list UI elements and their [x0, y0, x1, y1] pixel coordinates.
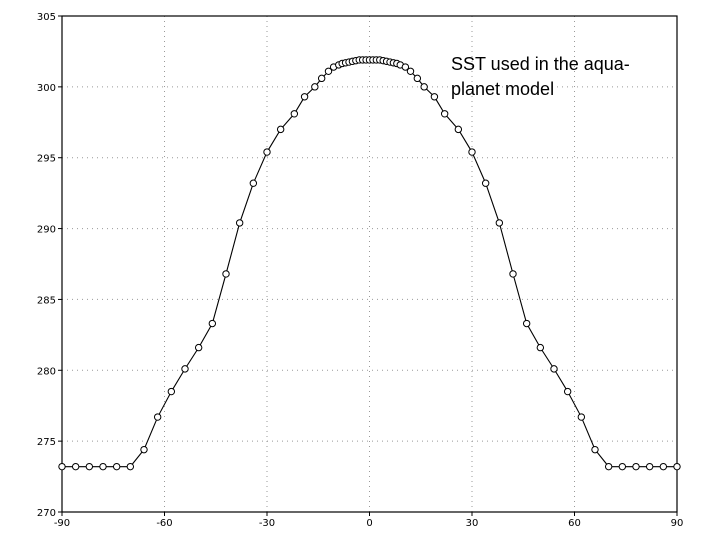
data-point — [632, 462, 640, 471]
data-point — [140, 445, 148, 454]
data-point — [454, 125, 463, 134]
y-tick-label: 280 — [37, 366, 56, 377]
data-point — [324, 67, 333, 75]
y-tick-label: 295 — [37, 154, 56, 165]
data-point — [440, 110, 449, 118]
data-point — [112, 462, 121, 471]
data-point — [263, 148, 271, 156]
data-point — [563, 387, 572, 396]
data-point — [249, 179, 258, 187]
y-tick-label: 290 — [37, 225, 56, 236]
data-point — [153, 413, 162, 421]
data-point — [659, 462, 668, 471]
data-point — [276, 125, 285, 134]
data-point — [591, 445, 599, 454]
data-point — [522, 319, 531, 328]
data-point — [645, 462, 654, 471]
data-point — [509, 270, 517, 278]
data-point — [401, 63, 410, 71]
y-tick-label: 285 — [37, 295, 56, 306]
data-point — [468, 148, 476, 156]
data-point — [181, 365, 189, 373]
data-point — [311, 83, 319, 91]
data-point — [235, 219, 244, 227]
data-point — [430, 93, 439, 101]
y-tick-label: 270 — [37, 508, 56, 519]
x-tick-label: 60 — [568, 518, 581, 529]
x-tick-label: 30 — [466, 518, 479, 529]
annotation-line-2: planet model — [451, 79, 554, 99]
data-point — [290, 110, 299, 118]
data-point — [208, 319, 217, 328]
data-point — [222, 270, 230, 278]
x-tick-label: -30 — [259, 518, 275, 529]
data-point — [317, 74, 326, 83]
data-point — [495, 219, 504, 227]
x-tick-label: 90 — [671, 518, 684, 529]
data-point — [85, 462, 94, 471]
data-point — [577, 413, 586, 421]
data-point — [604, 462, 613, 471]
annotation-line-1: SST used in the aqua- — [451, 54, 630, 74]
data-point — [413, 74, 422, 83]
data-point — [167, 387, 176, 396]
data-point — [673, 462, 681, 471]
data-point — [420, 83, 428, 91]
data-point — [58, 462, 66, 471]
x-tick-label: 0 — [366, 518, 372, 529]
data-point — [406, 67, 415, 75]
data-point — [99, 462, 107, 471]
data-point — [300, 93, 309, 101]
data-point — [194, 343, 203, 352]
data-point — [618, 462, 627, 471]
x-tick-label: -60 — [156, 518, 172, 529]
data-point — [550, 365, 558, 373]
tick-labels: -90 -60 -30 0 30 60 90 270 275 280 285 290 295 300 305 — [37, 12, 683, 529]
data-point — [536, 343, 545, 352]
data-point — [126, 462, 135, 471]
data-point — [71, 462, 80, 471]
sst-data-points — [58, 56, 681, 471]
y-tick-label: 275 — [37, 437, 56, 448]
y-tick-label: 305 — [37, 12, 56, 23]
y-tick-label: 300 — [37, 83, 56, 94]
data-point — [481, 179, 490, 187]
x-tick-label: -90 — [54, 518, 70, 529]
